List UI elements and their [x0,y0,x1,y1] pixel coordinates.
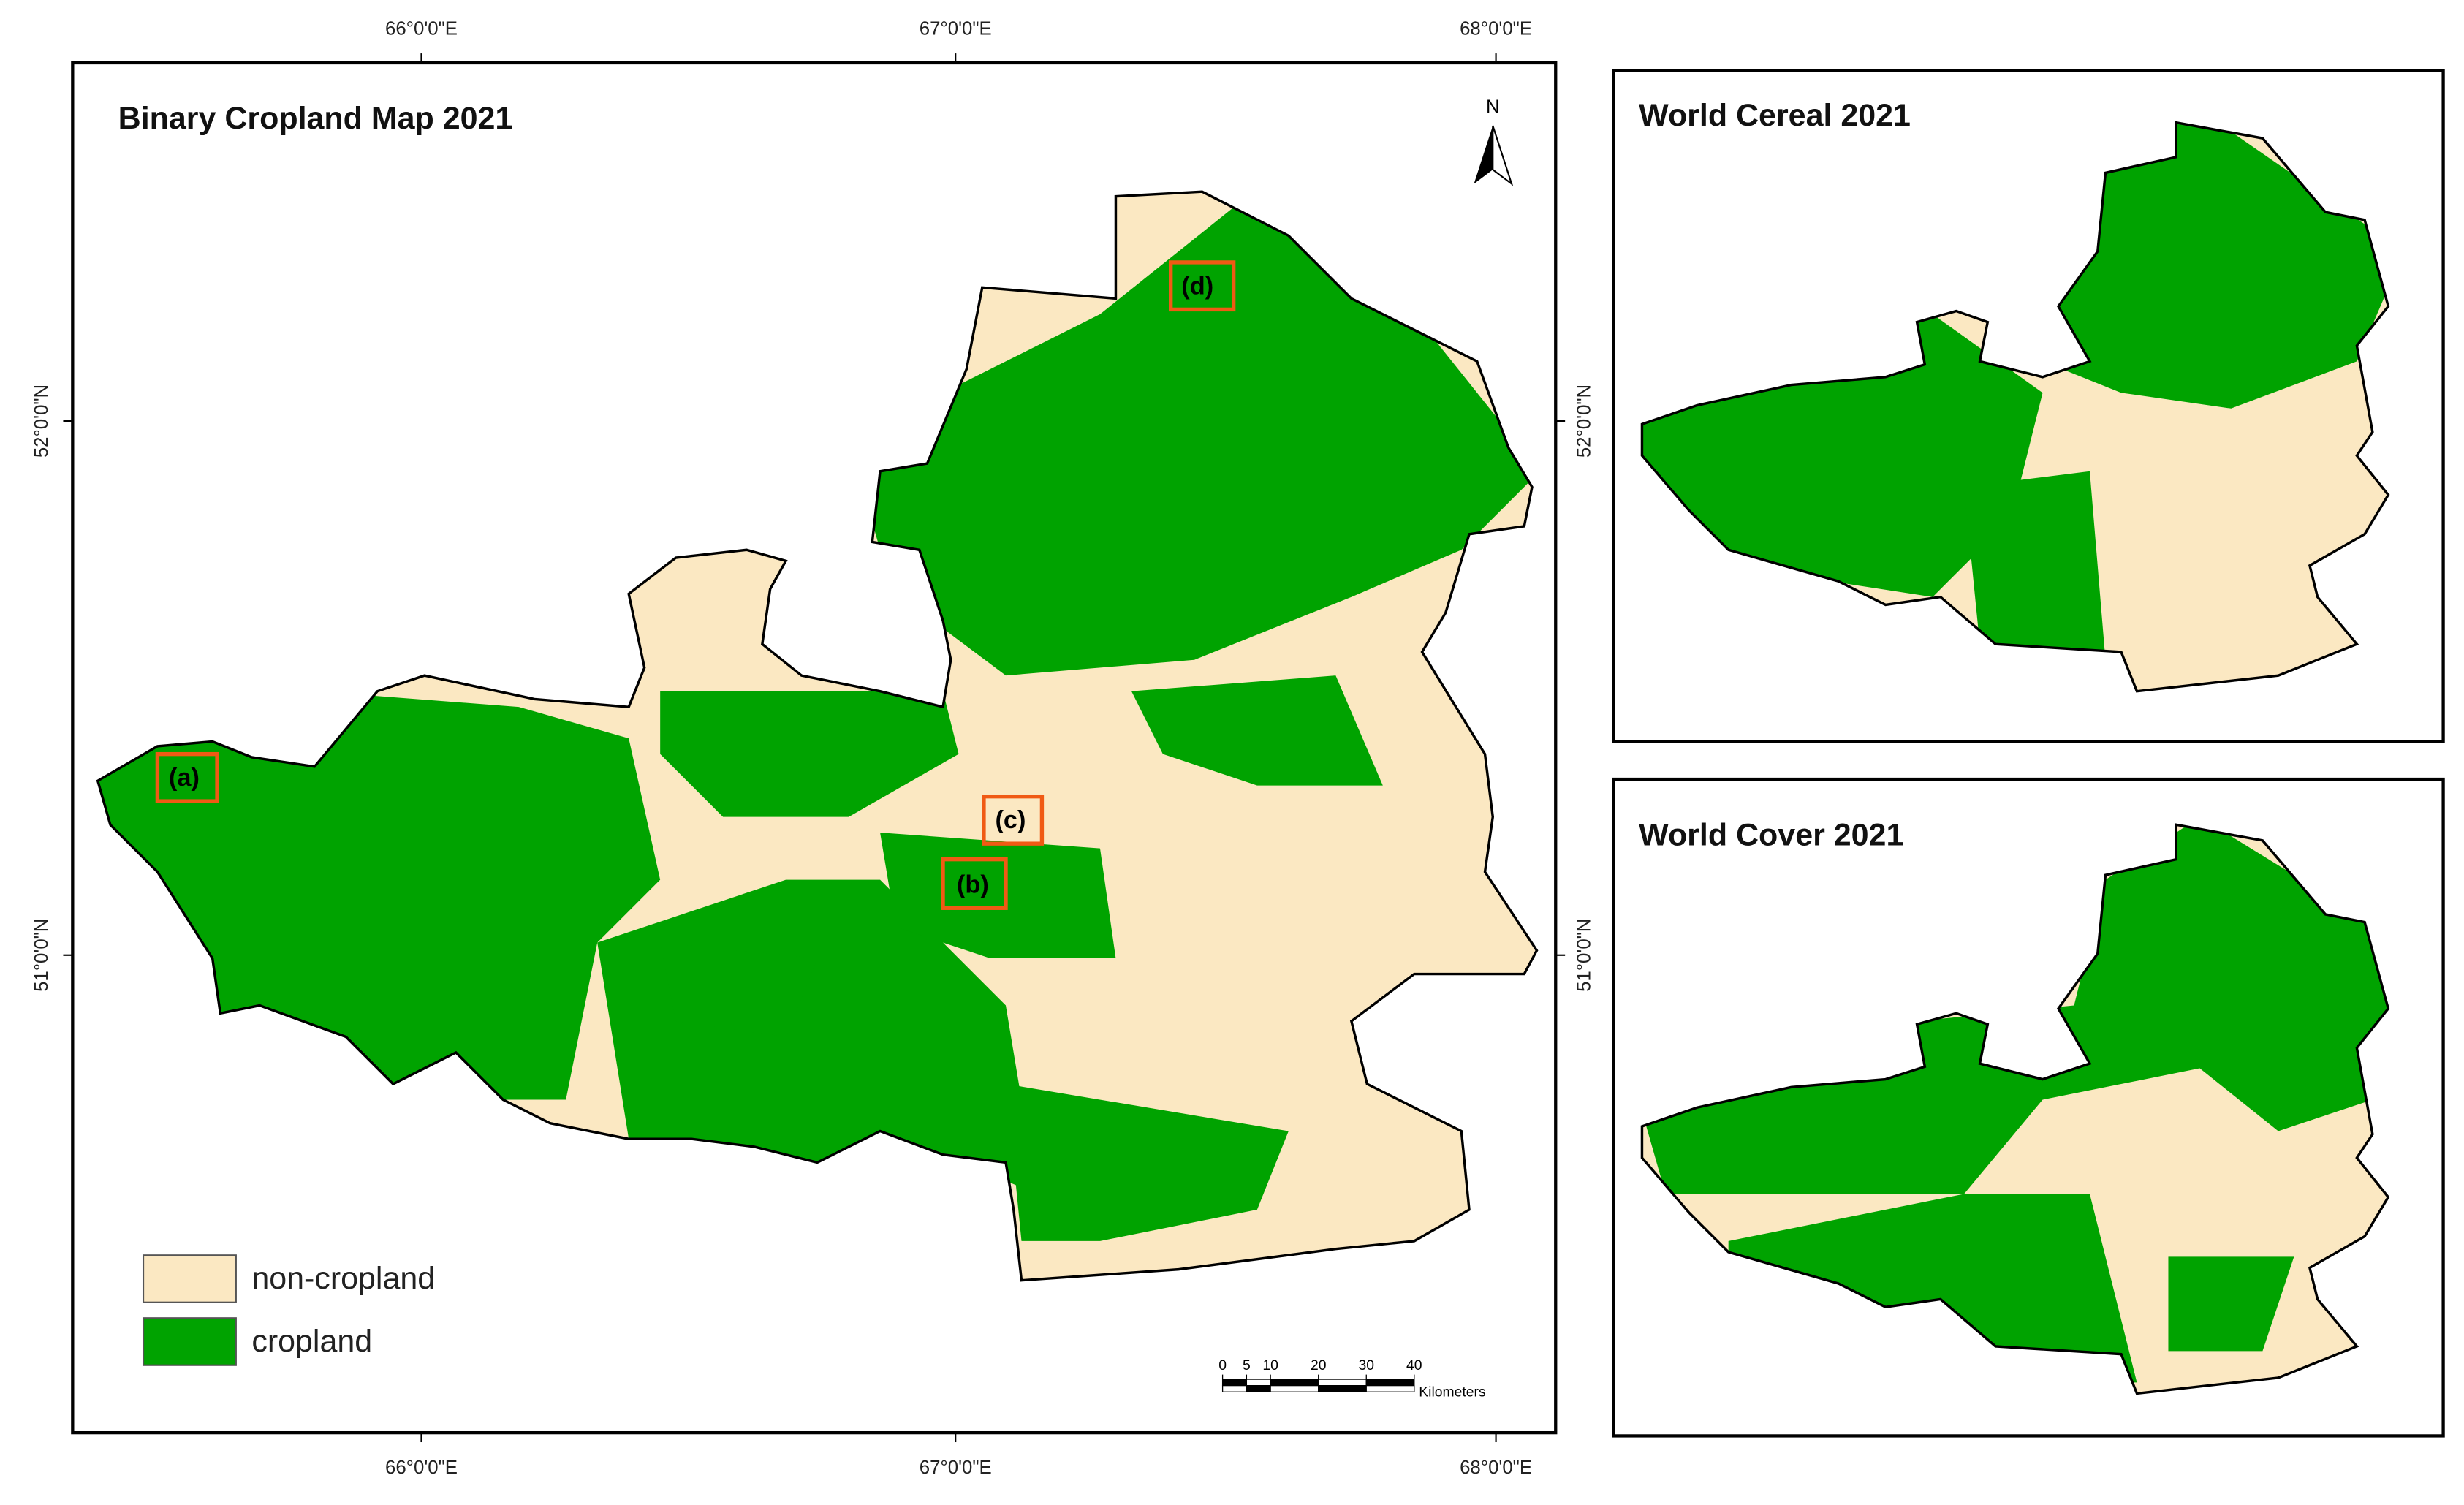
lat-label: 51°0'0"N [31,919,52,992]
inset-frame [1612,69,2445,743]
lon-label: 67°0'0"E [920,18,992,39]
scale-segment [1365,1379,1415,1387]
site-label: (a) [169,764,200,792]
graticule: 66°0'0"E 67°0'0"E 68°0'0"E 66°0'0"E 67°0… [31,18,1595,1478]
map-title: Binary Cropland Map 2021 [118,101,513,136]
inset-map [1640,823,2390,1395]
lon-label: 67°0'0"E [920,1457,992,1478]
north-label: N [1486,97,1500,118]
site-label: (d) [1181,272,1213,300]
scale-segment [1270,1385,1319,1392]
scale-label: 20 [1311,1357,1327,1373]
inset-title: World Cover 2021 [1639,817,1903,852]
scale-unit: Kilometers [1419,1384,1485,1400]
site-label: (b) [957,871,989,898]
cropland-area [97,192,1537,1241]
map-frame [71,61,1558,1435]
lon-label: 66°0'0"E [385,1457,458,1478]
scale-segment [1318,1379,1367,1387]
scale-segment [1365,1385,1415,1392]
inset-title: World Cereal 2021 [1639,98,1911,133]
lat-label: 51°0'0"N [1574,919,1595,992]
lon-label: 68°0'0"E [1460,18,1532,39]
lon-label: 66°0'0"E [385,18,458,39]
legend: non-cropland cropland [142,1254,435,1366]
site-label: (c) [995,806,1026,834]
lat-label: 52°0'0"N [31,384,52,458]
legend-label: non-cropland [251,1261,435,1296]
legend-swatch [142,1317,237,1366]
scale-label: 0 [1218,1357,1227,1373]
scale-label: 30 [1359,1357,1375,1373]
scale-label: 5 [1243,1357,1251,1373]
sites: (a) (b) (c) (d) [155,260,1236,910]
scale-segment [1246,1385,1271,1392]
scale-segment [1221,1379,1248,1387]
lat-label: 52°0'0"N [1574,384,1595,458]
scale-segment [1221,1385,1248,1392]
scale-segment [1318,1385,1367,1392]
scale-segment [1246,1379,1271,1387]
legend-swatch [142,1254,237,1303]
scale-label: 10 [1262,1357,1278,1373]
legend-label: cropland [251,1324,372,1359]
lon-label: 68°0'0"E [1460,1457,1532,1478]
inset-frame [1612,777,2445,1438]
north-arrow: N [1474,97,1514,186]
scale-bar: 0 5 10 20 30 40 Kilometers [1218,1357,1485,1400]
inset-map [1640,121,2390,693]
region [96,190,1539,1282]
scale-label: 40 [1406,1357,1422,1373]
scale-segment [1270,1379,1319,1387]
